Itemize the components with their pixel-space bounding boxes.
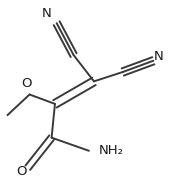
Text: N: N: [42, 7, 51, 20]
Text: NH₂: NH₂: [99, 144, 124, 157]
Text: O: O: [21, 77, 31, 90]
Text: N: N: [154, 50, 163, 64]
Text: O: O: [16, 165, 26, 178]
